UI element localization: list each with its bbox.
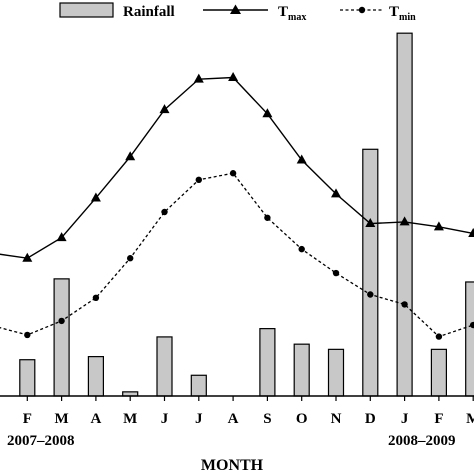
tmin-point-7 bbox=[229, 170, 237, 177]
x-tick-label-8: S bbox=[263, 411, 271, 427]
legend: Rainfall Tmax Tmin bbox=[59, 2, 416, 23]
tmax-point-5 bbox=[159, 104, 170, 114]
tmax-point-14 bbox=[468, 227, 474, 237]
legend-tmin-marker bbox=[358, 6, 366, 14]
tmin-point-11 bbox=[367, 291, 374, 298]
tmax-point-7 bbox=[228, 72, 239, 82]
legend-tmin-label: Tmin bbox=[389, 4, 416, 23]
rainfall-bar-12 bbox=[396, 32, 413, 397]
rainfall-bar-1 bbox=[19, 359, 36, 397]
x-tick-label-5: J bbox=[161, 411, 169, 427]
tmin-point-12 bbox=[401, 301, 408, 308]
legend-rainfall-swatch bbox=[59, 2, 114, 18]
x-tick-label-11: D bbox=[365, 411, 376, 427]
legend-tmax-letter: T bbox=[278, 4, 288, 20]
tmin-point-8 bbox=[264, 214, 271, 221]
tmin-point-10 bbox=[332, 269, 340, 277]
tmax-point-3 bbox=[90, 192, 101, 202]
tmin-point-9 bbox=[298, 245, 305, 253]
x-tick-label-12: J bbox=[401, 411, 409, 427]
x-tick-label-6: J bbox=[195, 411, 203, 427]
tmax-point-2 bbox=[56, 232, 67, 242]
tmax-point-4 bbox=[125, 151, 136, 161]
x-tick-label-14: M bbox=[466, 411, 474, 427]
tmax-point-12 bbox=[399, 216, 410, 226]
rainfall-bar-11 bbox=[362, 148, 379, 397]
tmax-point-11 bbox=[365, 218, 376, 228]
tmax-point-6 bbox=[193, 73, 204, 83]
tmax-point-13 bbox=[433, 221, 444, 231]
tmin-point-14 bbox=[470, 321, 474, 329]
rainfall-bar-3 bbox=[87, 356, 105, 397]
tmax-point-10 bbox=[331, 188, 341, 198]
legend-tmax-label: Tmax bbox=[278, 4, 306, 23]
legend-tmax-subscript: max bbox=[288, 12, 306, 23]
x-tick-label-10: N bbox=[331, 411, 342, 427]
tmin-point-1 bbox=[24, 331, 31, 339]
tmax-point-8 bbox=[262, 108, 273, 118]
rainfall-bar-9 bbox=[293, 343, 310, 397]
tmin-series bbox=[0, 170, 474, 340]
rainfall-bars bbox=[19, 32, 474, 397]
rainfall-bar-6 bbox=[190, 374, 207, 397]
tmax-series bbox=[0, 72, 474, 262]
rainfall-bar-5 bbox=[156, 336, 173, 397]
tmin-point-6 bbox=[195, 176, 202, 184]
x-tick-label-2: M bbox=[55, 411, 69, 427]
x-axis-ticks: JFMAMJJASONDJFM bbox=[23, 396, 474, 427]
x-tick-label-7: A bbox=[228, 411, 239, 427]
tmin-point-3 bbox=[92, 294, 100, 302]
rainfall-bar-2 bbox=[53, 278, 70, 397]
tmin-point-4 bbox=[127, 255, 134, 262]
legend-tmin-letter: T bbox=[389, 4, 399, 20]
rainfall-bar-13 bbox=[430, 348, 447, 397]
x-tick-label-13: F bbox=[434, 411, 443, 427]
tmax-point-1 bbox=[22, 252, 33, 262]
tmax-point-9 bbox=[296, 154, 307, 164]
year-label-2007-2008: 2007–2008 bbox=[7, 433, 75, 449]
year-label-2008-2009: 2008–2009 bbox=[388, 433, 456, 449]
rainfall-bar-14 bbox=[465, 281, 474, 397]
legend-tmin-subscript: min bbox=[399, 12, 416, 23]
tmin-point-2 bbox=[58, 317, 65, 325]
x-tick-label-1: F bbox=[23, 411, 32, 427]
rainfall-bar-10 bbox=[327, 348, 345, 397]
x-tick-label-3: A bbox=[90, 411, 101, 427]
x-tick-label-4: M bbox=[123, 411, 137, 427]
tmin-point-13 bbox=[435, 333, 443, 340]
tmin-point-5 bbox=[161, 208, 168, 216]
legend-rainfall-label: Rainfall bbox=[123, 4, 175, 20]
x-tick-label-9: O bbox=[296, 411, 308, 427]
rainfall-bar-8 bbox=[259, 328, 276, 397]
x-axis-title: MONTH bbox=[201, 457, 264, 474]
legend-tmax-marker bbox=[230, 4, 241, 14]
